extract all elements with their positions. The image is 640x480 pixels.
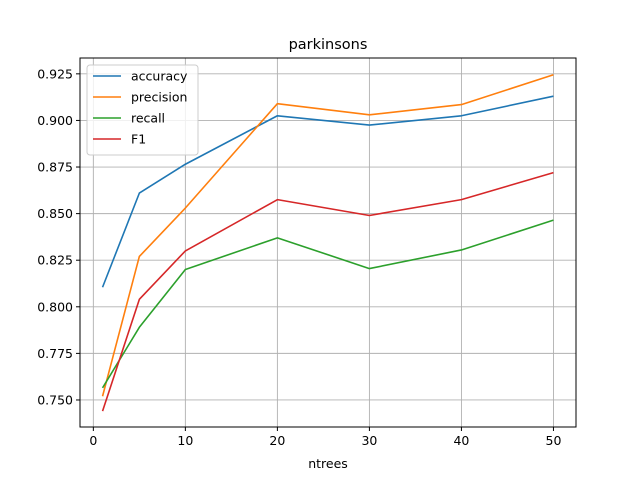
legend-label-f1: F1 <box>131 132 146 147</box>
series-line-accuracy <box>101 95 554 288</box>
chart-title: parkinsons <box>289 37 368 53</box>
x-tick-label: 0 <box>89 433 97 448</box>
x-tick-label: 10 <box>177 433 193 448</box>
x-axis-ticks: 0 10 20 30 40 50 <box>89 427 561 448</box>
x-tick-label: 20 <box>269 433 285 448</box>
legend-label-precision: precision <box>131 90 187 105</box>
series-line-f1 <box>101 171 554 412</box>
y-tick-label: 0.800 <box>37 299 73 314</box>
x-axis-label: ntrees <box>308 456 348 471</box>
plot-area-frame <box>79 57 577 428</box>
x-tick-label: 50 <box>546 433 562 448</box>
y-tick-label: 0.900 <box>37 113 73 128</box>
series-line-recall <box>101 219 554 389</box>
x-tick-label: 30 <box>361 433 377 448</box>
y-tick-label: 0.850 <box>37 206 73 221</box>
y-tick-label: 0.925 <box>37 66 73 81</box>
legend-label-recall: recall <box>131 111 165 126</box>
series-line-precision <box>101 74 554 397</box>
y-axis-ticks: 0.750 0.775 0.800 0.825 0.850 0.875 0.900 0.925 <box>37 66 80 407</box>
y-tick-label: 0.750 <box>37 392 73 407</box>
legend: accuracy precision recall F1 <box>86 64 199 156</box>
y-tick-label: 0.775 <box>37 346 73 361</box>
legend-label-accuracy: accuracy <box>131 69 188 84</box>
y-tick-label: 0.825 <box>37 253 73 268</box>
x-tick-label: 40 <box>453 433 469 448</box>
series-lines <box>101 74 554 412</box>
y-tick-label: 0.875 <box>37 160 73 175</box>
legend-box <box>86 64 199 156</box>
